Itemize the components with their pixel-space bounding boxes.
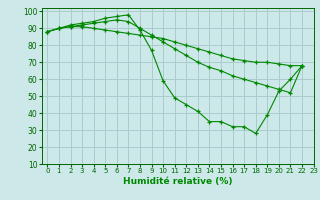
X-axis label: Humidité relative (%): Humidité relative (%) [123,177,232,186]
